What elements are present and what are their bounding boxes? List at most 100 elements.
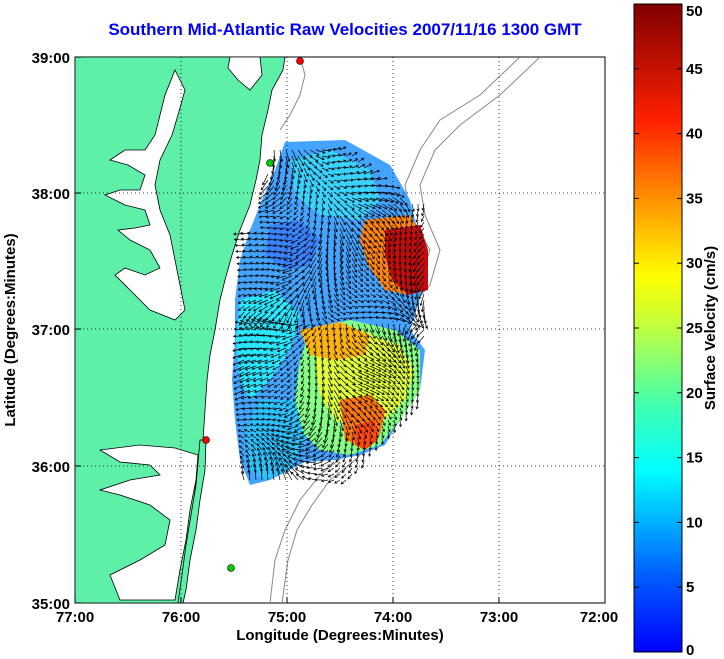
velocity-arrow — [369, 263, 375, 270]
velocity-arrow — [363, 177, 374, 181]
velocity-arrow — [309, 257, 317, 268]
velocity-arrowhead — [361, 157, 365, 161]
velocity-arrow — [264, 287, 275, 291]
velocity-arrow — [270, 167, 275, 180]
velocity-arrow — [363, 287, 370, 292]
velocity-arrowhead — [267, 401, 271, 405]
velocity-arrow — [258, 191, 269, 200]
velocity-arrow — [263, 452, 269, 463]
velocity-arrow — [321, 185, 327, 191]
velocity-arrow — [305, 287, 311, 300]
velocity-arrowhead — [298, 175, 302, 179]
velocity-arrowhead — [300, 381, 304, 385]
velocity-arrow — [333, 311, 340, 316]
velocity-arrowhead — [241, 401, 245, 405]
velocity-arrowhead — [405, 393, 409, 397]
velocity-arrowhead — [414, 243, 417, 247]
velocity-arrow — [387, 263, 391, 270]
velocity-arrowhead — [255, 255, 259, 259]
velocity-arrowhead — [265, 373, 270, 376]
velocity-arrowhead — [336, 303, 340, 307]
velocity-arrow — [321, 473, 329, 477]
velocity-arrow — [393, 347, 401, 358]
velocity-arrowhead — [255, 433, 259, 437]
velocity-arrow — [275, 462, 281, 475]
velocity-arrow — [298, 449, 311, 452]
velocity-arrow — [304, 329, 311, 336]
velocity-arrow — [351, 323, 355, 331]
velocity-arrowhead — [321, 449, 325, 453]
velocity-arrowhead — [321, 207, 325, 212]
velocity-arrow — [294, 383, 299, 390]
velocity-arrowhead — [310, 278, 313, 282]
velocity-arrow — [375, 257, 380, 264]
velocity-arrow — [421, 299, 425, 312]
velocity-arrow — [258, 458, 263, 469]
velocity-arrow — [272, 359, 281, 364]
velocity-arrowhead — [313, 467, 317, 471]
velocity-arrowhead — [405, 331, 409, 335]
velocity-arrowhead — [288, 460, 292, 464]
velocity-arrow — [264, 293, 275, 298]
velocity-arrowhead — [383, 374, 387, 378]
velocity-arrowhead — [293, 429, 297, 432]
velocity-arrowhead — [336, 215, 339, 219]
velocity-arrow — [265, 281, 275, 284]
velocity-arrow — [387, 233, 392, 242]
velocity-arrow — [369, 383, 381, 389]
velocity-arrow — [320, 449, 329, 457]
velocity-arrow — [339, 395, 348, 406]
velocity-arrowhead — [327, 469, 331, 472]
velocity-arrowhead — [236, 262, 240, 266]
velocity-arrowhead — [284, 245, 288, 249]
velocity-arrowhead — [264, 287, 268, 292]
velocity-arrow — [351, 293, 358, 298]
velocity-arrowhead — [266, 261, 270, 265]
velocity-arrowhead — [342, 454, 347, 458]
velocity-arrowhead — [302, 190, 307, 194]
velocity-arrowhead — [358, 184, 362, 188]
velocity-arrow — [258, 197, 269, 204]
velocity-arrowhead — [303, 185, 307, 189]
velocity-arrowhead — [328, 417, 332, 421]
velocity-arrowhead — [396, 221, 399, 225]
velocity-arrow — [243, 256, 251, 259]
velocity-arrowhead — [368, 163, 372, 167]
velocity-arrowhead — [378, 336, 382, 340]
velocity-arrowhead — [371, 272, 375, 276]
velocity-arrow — [363, 263, 369, 271]
velocity-arrow — [243, 299, 251, 304]
velocity-arrow — [339, 215, 346, 225]
velocity-arrowhead — [254, 243, 259, 247]
velocity-arrow — [369, 365, 381, 372]
velocity-arrowhead — [285, 313, 288, 317]
colorbar-tick-label: 25 — [686, 320, 703, 337]
velocity-arrow — [327, 413, 330, 427]
velocity-arrowhead — [292, 398, 296, 403]
velocity-arrowhead — [375, 435, 379, 439]
velocity-arrowhead — [233, 237, 237, 242]
velocity-arrow — [405, 359, 410, 369]
velocity-arrowhead — [320, 463, 324, 467]
velocity-arrowhead — [298, 344, 302, 348]
velocity-arrowhead — [329, 397, 333, 401]
velocity-arrowhead — [408, 262, 412, 266]
velocity-arrow — [327, 185, 334, 190]
velocity-arrow — [279, 311, 287, 323]
velocity-arrowhead — [232, 362, 236, 366]
velocity-arrowhead — [245, 319, 249, 323]
velocity-arrow — [258, 203, 269, 209]
velocity-arrowhead — [270, 355, 274, 359]
velocity-arrow — [321, 191, 326, 198]
velocity-arrow — [393, 395, 399, 402]
velocity-arrow — [301, 305, 305, 318]
velocity-arrowhead — [352, 382, 356, 386]
velocity-arrowhead — [300, 169, 304, 173]
velocity-arrowhead — [406, 360, 410, 364]
velocity-arrow — [261, 389, 269, 393]
velocity-arrow — [267, 377, 275, 382]
velocity-arrow — [321, 173, 328, 178]
velocity-arrowhead — [364, 435, 368, 439]
velocity-arrow — [381, 245, 386, 253]
velocity-arrowhead — [395, 404, 398, 408]
